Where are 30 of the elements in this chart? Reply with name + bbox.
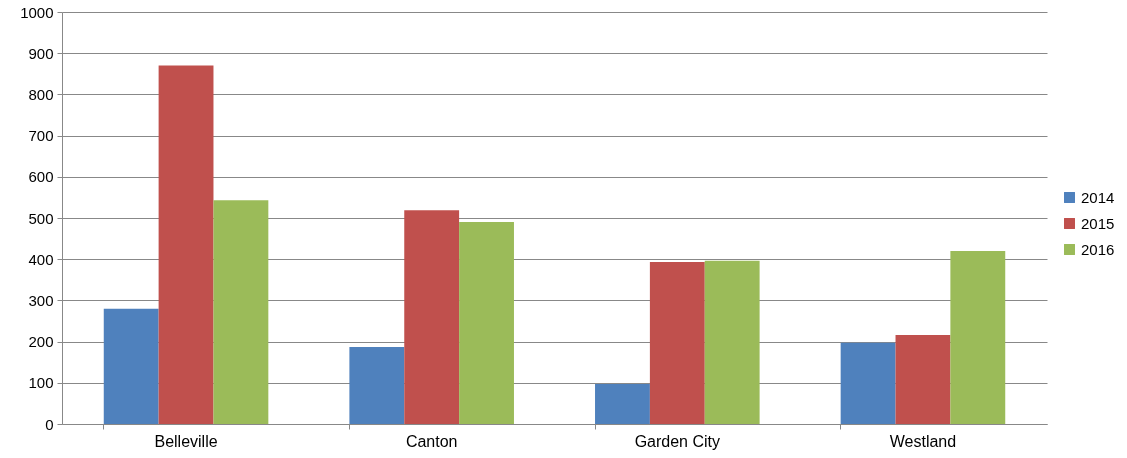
y-tick-label: 100 xyxy=(28,374,54,392)
x-tick-label: Westland xyxy=(889,432,957,450)
bar xyxy=(404,210,460,424)
bar xyxy=(158,65,214,424)
y-tick-label: 700 xyxy=(28,127,54,145)
x-tick-label: Belleville xyxy=(154,432,218,450)
bar xyxy=(349,346,405,424)
x-tick-label: Canton xyxy=(405,432,458,450)
y-tick-label: 300 xyxy=(28,291,54,309)
legend-label: 2015 xyxy=(1081,214,1115,232)
y-tick-label: 400 xyxy=(28,250,54,268)
y-tick-label: 900 xyxy=(28,44,54,62)
bar xyxy=(103,308,159,424)
y-tick-label: 0 xyxy=(45,415,54,433)
bar xyxy=(704,260,760,424)
bar xyxy=(649,262,705,424)
y-tick-label: 1000 xyxy=(20,3,54,21)
y-tick-label: 200 xyxy=(28,333,54,351)
bar xyxy=(950,250,1006,424)
y-tick-label: 600 xyxy=(28,168,54,186)
bar xyxy=(840,342,896,424)
y-tick-label: 800 xyxy=(28,85,54,103)
legend-label: 2014 xyxy=(1081,188,1115,206)
bar xyxy=(459,222,514,424)
bar xyxy=(595,384,650,424)
y-tick-label: 500 xyxy=(28,209,54,227)
bar xyxy=(213,200,269,424)
legend-label: 2016 xyxy=(1081,240,1115,258)
bar xyxy=(895,335,951,424)
x-tick-label: Garden City xyxy=(634,432,721,450)
